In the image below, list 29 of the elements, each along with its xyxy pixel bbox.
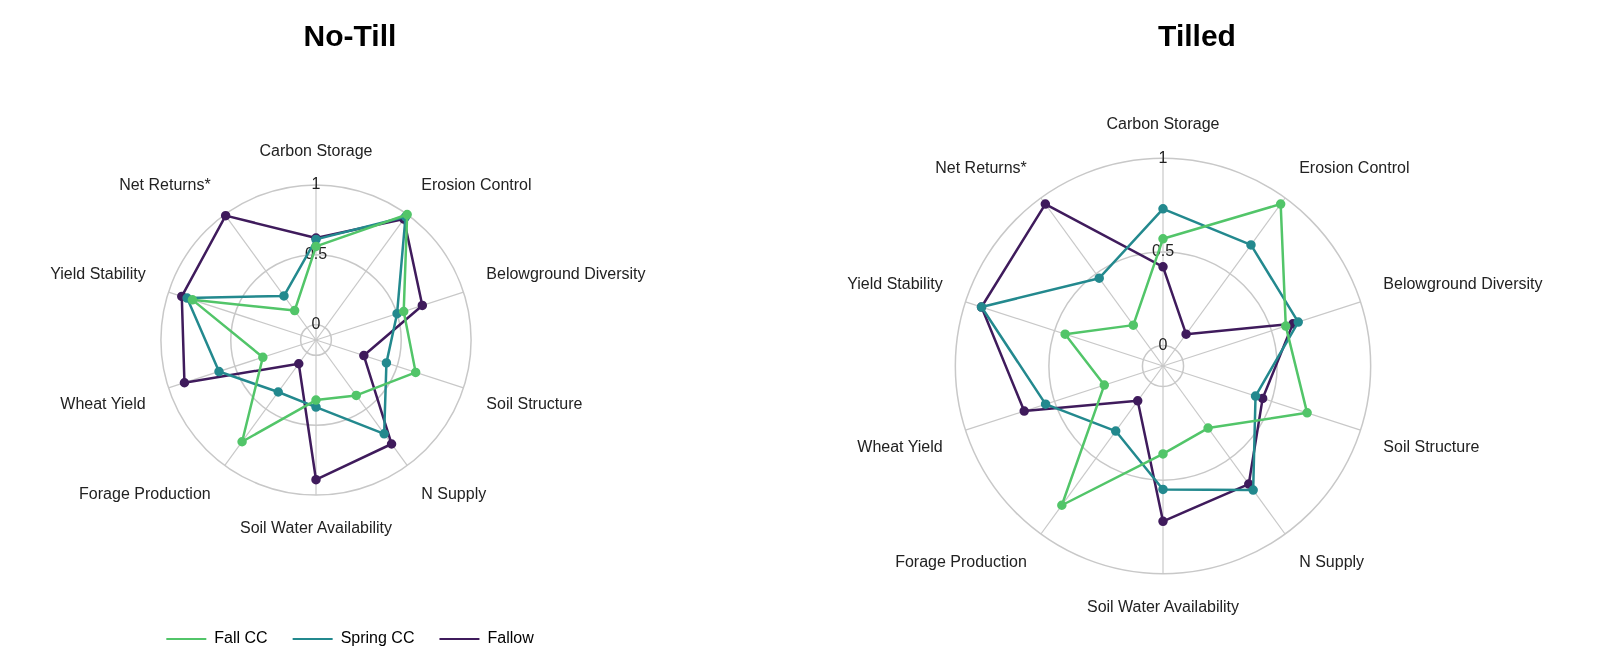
spoke-label: Yield Stability bbox=[50, 265, 146, 283]
legend-label: Fall CC bbox=[214, 629, 268, 647]
chart-title: Tilled bbox=[1158, 19, 1236, 53]
spoke-label: Soil Water Availability bbox=[239, 519, 393, 537]
y-tick-label: 0 bbox=[1158, 335, 1168, 353]
legend-label: Spring CC bbox=[340, 629, 415, 647]
spoke-label: Forage Production bbox=[895, 553, 1027, 571]
spoke-label: Carbon Storage bbox=[259, 141, 373, 159]
y-tick-label: 0 bbox=[311, 315, 321, 333]
spoke-label: Soil Structure bbox=[1383, 437, 1480, 455]
spoke-label: Wheat Yield bbox=[60, 395, 146, 413]
y-tick-label: 1 bbox=[311, 175, 321, 193]
spoke-label: Soil Water Availability bbox=[1086, 597, 1240, 615]
spoke-label: Net Returns* bbox=[119, 175, 211, 193]
spoke-label: N Supply bbox=[421, 484, 487, 502]
spoke-label: Belowground Diversity bbox=[1383, 275, 1543, 293]
spoke-label: Erosion Control bbox=[1299, 159, 1410, 177]
spoke-label: Net Returns* bbox=[935, 159, 1027, 177]
legend-label: Fallow bbox=[487, 629, 535, 647]
spoke-label: Erosion Control bbox=[421, 175, 532, 193]
spoke-label: Yield Stability bbox=[847, 275, 943, 293]
spoke-label: N Supply bbox=[1299, 553, 1365, 571]
y-tick-label: 1 bbox=[1158, 148, 1168, 166]
spoke-label: Soil Structure bbox=[486, 395, 583, 413]
spoke-label: Carbon Storage bbox=[1106, 115, 1220, 133]
spoke-label: Belowground Diversity bbox=[486, 265, 646, 283]
chart-title: No-Till bbox=[303, 19, 397, 53]
spoke-label: Forage Production bbox=[79, 484, 211, 502]
spoke-label: Wheat Yield bbox=[857, 437, 943, 455]
